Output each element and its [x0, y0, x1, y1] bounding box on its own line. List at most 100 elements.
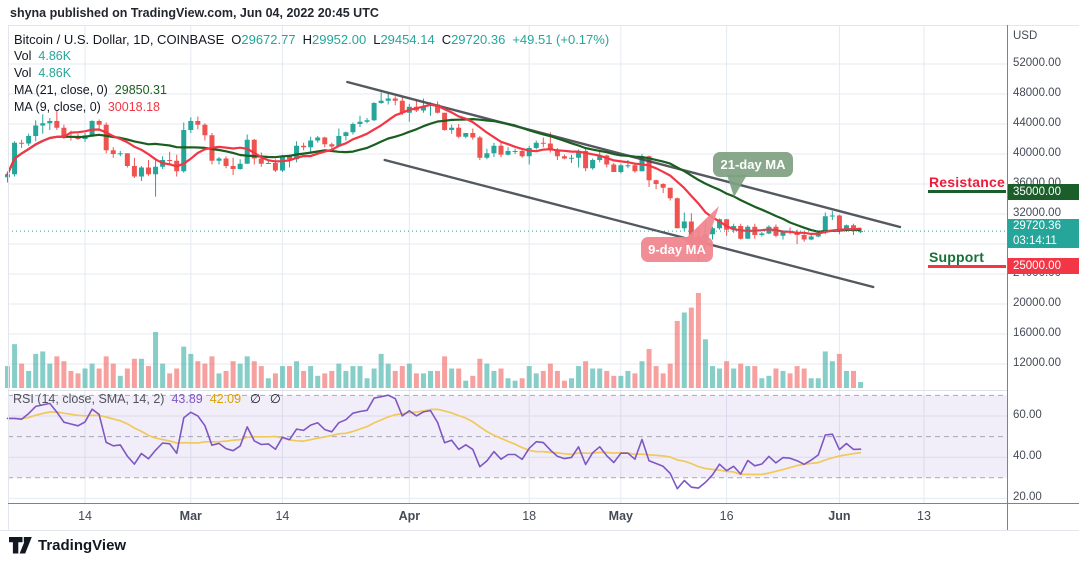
- volume-bar: [745, 366, 751, 388]
- volume-bar: [160, 363, 166, 388]
- volume-bar: [731, 368, 737, 388]
- candle-body: [632, 165, 638, 172]
- candle-body: [75, 137, 81, 139]
- candle-body: [611, 164, 617, 172]
- candle-body: [717, 219, 723, 229]
- pane-divider[interactable]: [8, 390, 1007, 391]
- candle-body: [117, 153, 123, 155]
- volume-bar: [590, 368, 596, 388]
- volume-bar: [138, 358, 144, 388]
- volume-bar: [604, 370, 610, 388]
- candle-body: [449, 127, 455, 130]
- candle-body: [547, 143, 553, 151]
- volume-bar: [244, 356, 250, 388]
- volume-bar: [829, 361, 835, 388]
- candle-body: [498, 145, 504, 155]
- volume-bar: [26, 370, 32, 388]
- close-value: 29720.36: [451, 32, 506, 47]
- chart-legend: Bitcoin / U.S. Dollar, 1D, COINBASE O2967…: [14, 31, 609, 116]
- volume-bar: [851, 370, 856, 388]
- candle-body: [526, 148, 532, 157]
- symbol-legend-row[interactable]: Bitcoin / U.S. Dollar, 1D, COINBASE O2967…: [14, 31, 609, 48]
- candle-body: [583, 151, 589, 169]
- candle-body: [512, 151, 518, 152]
- volume-bar: [801, 368, 807, 388]
- candle-body: [5, 174, 10, 178]
- ma9-value: 30018.18: [107, 100, 160, 114]
- lower-trendline: [383, 158, 875, 289]
- candle-body: [294, 145, 300, 160]
- callout-21-day-ma-tail: [727, 175, 747, 197]
- volume-bar: [815, 378, 821, 388]
- volume-bar: [153, 331, 159, 388]
- candle-body: [40, 123, 46, 126]
- volume-bar: [449, 368, 455, 388]
- symbol-title: Bitcoin / U.S. Dollar, 1D, COINBASE: [14, 32, 225, 47]
- volume-bar: [237, 363, 243, 388]
- candle-body: [505, 151, 511, 155]
- candle-body: [674, 198, 680, 229]
- volume-bar: [209, 356, 215, 388]
- rsi-band-lower-empty: ∅: [269, 392, 281, 406]
- volume-bar: [843, 370, 849, 388]
- resistance-label[interactable]: Resistance: [929, 174, 1005, 190]
- candle-body: [688, 221, 694, 237]
- candle-body: [287, 156, 292, 160]
- time-axis-separator: [8, 503, 1079, 504]
- candle-body: [244, 139, 250, 164]
- candle-body: [604, 155, 610, 165]
- volume-bar: [547, 363, 553, 388]
- candle-body: [731, 226, 737, 230]
- price-axis-separator: [1007, 25, 1008, 530]
- candle-body: [625, 165, 631, 167]
- volume-bar: [702, 339, 708, 388]
- volume-bar: [456, 368, 462, 388]
- volume-bar: [435, 370, 441, 388]
- volume-bar: [294, 361, 300, 388]
- volume-bar: [301, 370, 307, 388]
- open-value: 29672.77: [241, 32, 296, 47]
- tradingview-logo[interactable]: TradingView: [9, 537, 126, 554]
- volume-bar: [858, 382, 864, 388]
- volume-legend-row[interactable]: Vol 4.86K: [14, 48, 609, 65]
- candle-body: [681, 221, 687, 229]
- volume-bar: [787, 373, 793, 388]
- volume-label: Vol: [14, 49, 32, 63]
- rsi-legend-row[interactable]: RSI (14, close, SMA, 14, 2) 43.89 42.09 ∅ ∅: [13, 391, 281, 407]
- candle-body: [435, 104, 441, 113]
- volume-bar: [103, 356, 109, 388]
- volume-bar: [188, 353, 194, 388]
- candle-body: [597, 155, 603, 160]
- volume-bar: [75, 373, 81, 388]
- candle-body: [618, 165, 624, 172]
- volume2-label: Vol: [14, 66, 32, 80]
- volume-bar: [124, 368, 130, 388]
- volume-bar: [350, 366, 356, 388]
- time-axis[interactable]: [8, 504, 1007, 530]
- ma21-legend-row[interactable]: MA (21, close, 0) 29850.31: [14, 82, 609, 99]
- open-label: O: [231, 32, 242, 47]
- chart-border-top: [8, 25, 1079, 26]
- volume-bar: [519, 378, 525, 388]
- ma9-legend-row[interactable]: MA (9, close, 0) 30018.18: [14, 99, 609, 116]
- volume2-legend-row[interactable]: Vol 4.86K: [14, 65, 609, 82]
- support-label[interactable]: Support: [929, 249, 985, 265]
- volume-bar: [110, 363, 116, 388]
- candle-body: [738, 226, 744, 239]
- candle-body: [399, 100, 405, 113]
- candle-body: [47, 121, 53, 124]
- last-price-value: 29720.36: [1013, 220, 1061, 232]
- volume-bar: [12, 344, 18, 388]
- volume-bar: [639, 361, 645, 388]
- volume-bar: [533, 373, 539, 388]
- candle-body: [540, 142, 546, 144]
- candle-body: [124, 153, 130, 166]
- volume-bar: [561, 380, 567, 388]
- ma9-label: MA (9, close, 0): [14, 100, 101, 114]
- candle-body: [780, 231, 786, 236]
- rsi-value: 43.89: [171, 392, 203, 406]
- high-value: 29952.00: [311, 32, 367, 47]
- volume-bar: [117, 375, 123, 388]
- candle-body: [667, 187, 673, 199]
